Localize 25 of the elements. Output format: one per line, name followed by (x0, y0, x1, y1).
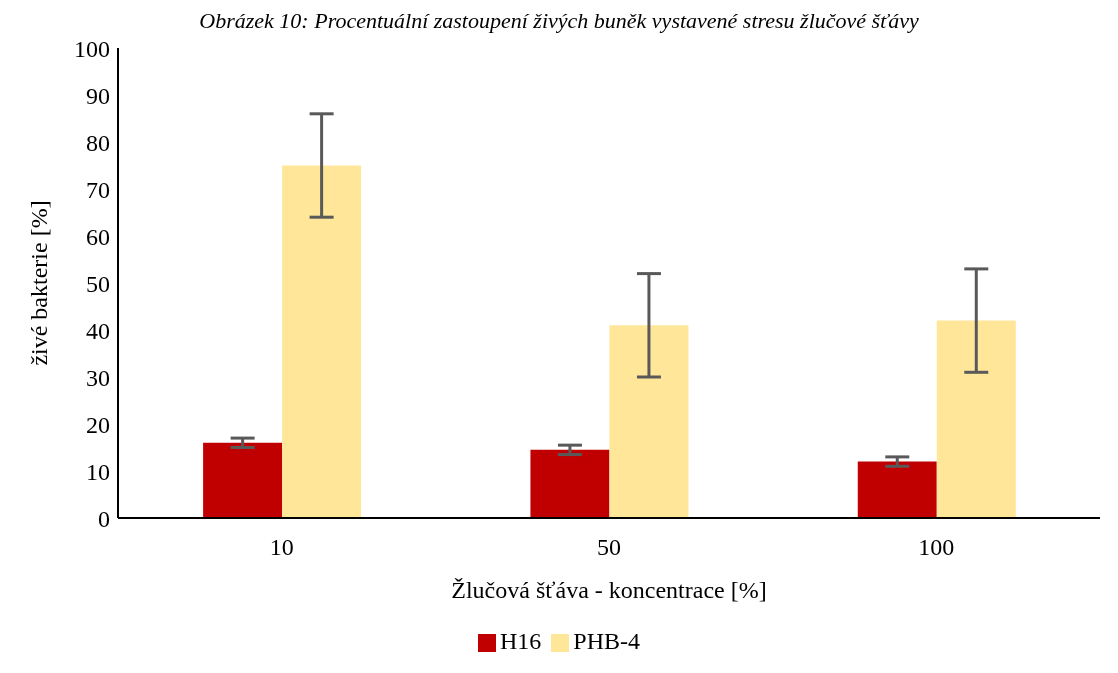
y-tick-label: 80 (86, 129, 110, 156)
y-tick-label: 0 (98, 505, 110, 532)
bar (936, 320, 1016, 518)
bar (530, 449, 610, 518)
bar (857, 461, 937, 518)
bar (282, 165, 362, 518)
x-tick-label: 50 (597, 534, 621, 561)
y-tick-label: 20 (86, 411, 110, 438)
bar (203, 442, 283, 518)
y-tick-label: 100 (74, 35, 110, 62)
chart-title: Obrázek 10: Procentuální zastoupení živých buněk vystavené stresu žlučové šťávy (199, 8, 919, 33)
x-tick-label: 100 (918, 534, 955, 561)
y-tick-label: 60 (86, 223, 110, 250)
y-tick-label: 90 (86, 82, 110, 109)
legend-label: H16 (499, 628, 542, 654)
x-tick-label: 10 (269, 534, 294, 561)
y-tick-label: 50 (86, 270, 110, 297)
y-tick-label: 10 (86, 458, 110, 485)
bar (609, 325, 689, 518)
y-tick-label: 40 (86, 317, 110, 344)
y-tick-label: 70 (86, 176, 110, 203)
legend-label: PHB-4 (573, 628, 641, 654)
y-tick-label: 30 (86, 364, 110, 391)
y-axis-title: živé bakterie [%] (25, 200, 52, 366)
x-axis-title: Žlučová šťáva - koncentrace [%] (451, 577, 767, 603)
